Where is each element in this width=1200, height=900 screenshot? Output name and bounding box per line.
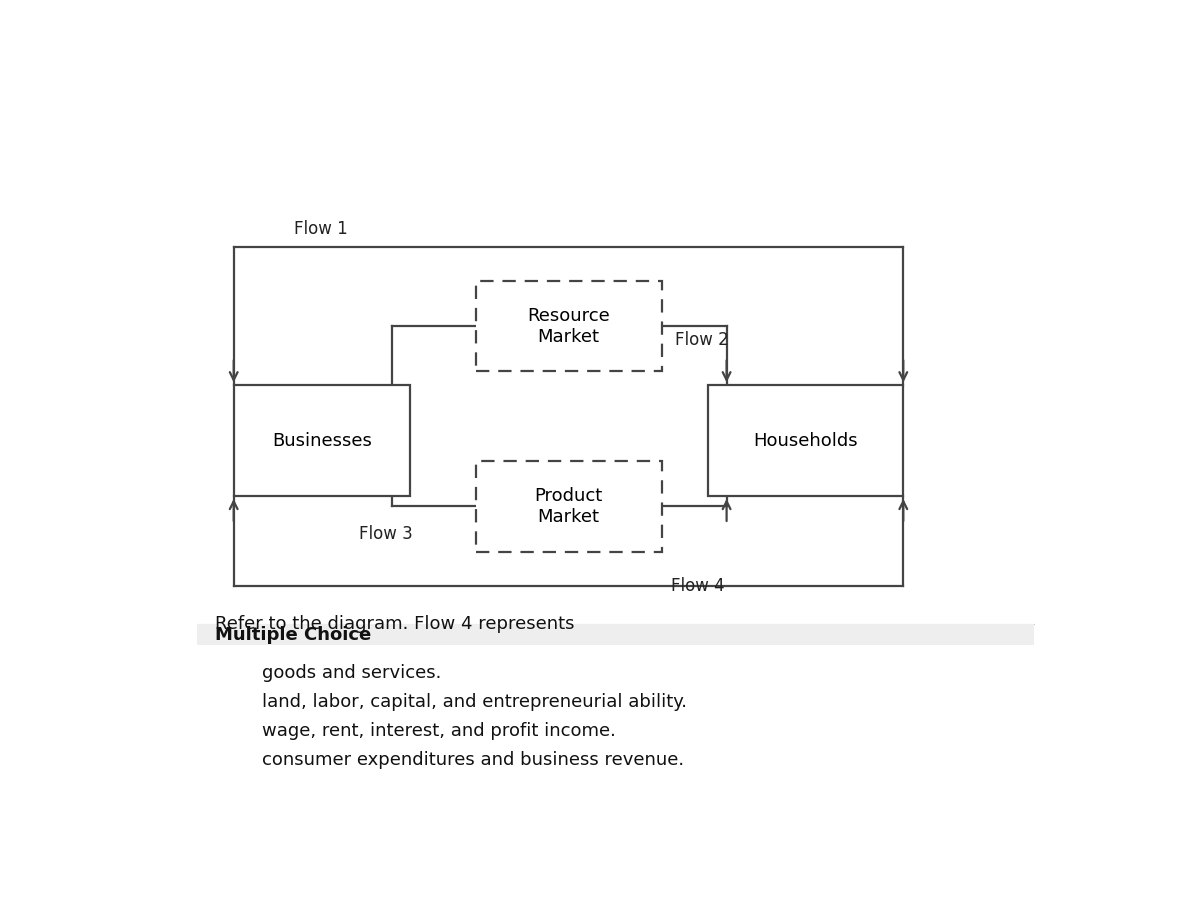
Text: land, labor, capital, and entrepreneurial ability.: land, labor, capital, and entrepreneuria… [262, 693, 686, 711]
Text: Flow 2: Flow 2 [676, 331, 730, 349]
Text: consumer expenditures and business revenue.: consumer expenditures and business reven… [262, 752, 684, 770]
Text: Businesses: Businesses [272, 432, 372, 450]
Text: Resource
Market: Resource Market [527, 307, 610, 346]
Bar [197, 625, 1033, 645]
Text: Flow 1: Flow 1 [294, 220, 348, 238]
Text: Households: Households [754, 432, 858, 450]
Bar [475, 462, 661, 552]
Text: Multiple Choice: Multiple Choice [215, 626, 371, 644]
Text: Flow 4: Flow 4 [671, 577, 725, 595]
Text: wage, rent, interest, and profit income.: wage, rent, interest, and profit income. [262, 722, 616, 740]
Bar [708, 385, 904, 496]
Text: Refer to the diagram. Flow 4 represents: Refer to the diagram. Flow 4 represents [215, 616, 575, 634]
Text: Flow 3: Flow 3 [359, 526, 413, 544]
Text: Product
Market: Product Market [534, 487, 602, 526]
Bar [475, 281, 661, 372]
Bar [234, 385, 410, 496]
Text: goods and services.: goods and services. [262, 664, 440, 682]
